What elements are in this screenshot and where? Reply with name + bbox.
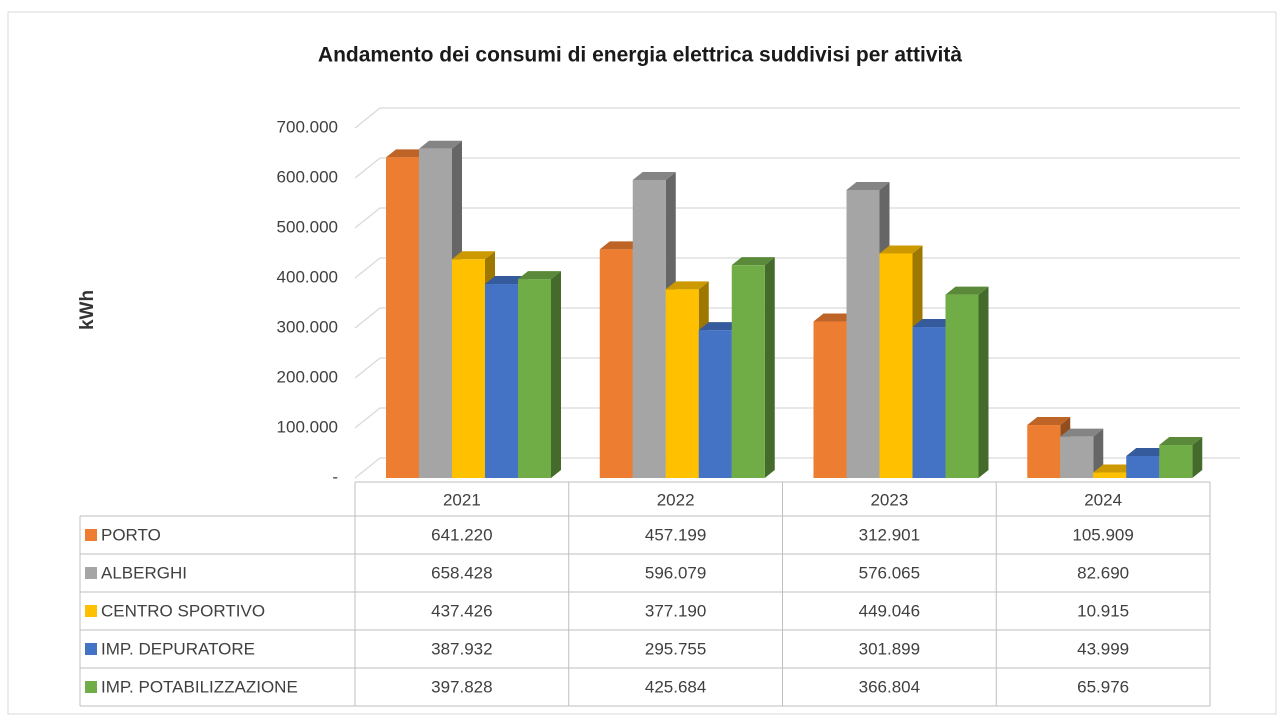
bar-top xyxy=(879,245,923,254)
table-value: 82.690 xyxy=(1077,563,1129,582)
y-tick-label: 600.000 xyxy=(277,167,338,186)
legend-label: IMP. POTABILIZZAZIONE xyxy=(101,677,298,696)
table-value: 576.065 xyxy=(859,563,920,582)
x-tick-label: 2023 xyxy=(870,490,908,509)
bar xyxy=(1060,436,1094,478)
bar-top xyxy=(1093,464,1137,473)
bar-side xyxy=(1093,428,1104,478)
bar xyxy=(419,148,452,478)
bar-side xyxy=(1192,437,1203,478)
bar-side xyxy=(978,286,989,478)
bar xyxy=(1027,425,1061,478)
bar-top xyxy=(665,281,709,290)
y-axis-label: kWh xyxy=(77,290,98,330)
table-value: 377.190 xyxy=(645,601,706,620)
bar-top xyxy=(731,257,775,266)
y-tick-label: 400.000 xyxy=(277,267,338,286)
chart-title: Andamento dei consumi di energia elettri… xyxy=(318,44,962,67)
bar xyxy=(452,259,485,478)
y-tick-label: 200.000 xyxy=(277,367,338,386)
y-tick-label: 100.000 xyxy=(277,417,338,436)
legend-key xyxy=(85,567,97,579)
bar xyxy=(1126,456,1160,478)
bar-top xyxy=(1060,428,1104,437)
legend-label: IMP. DEPURATORE xyxy=(101,639,255,658)
table-value: 295.755 xyxy=(645,639,706,658)
bar xyxy=(485,284,518,478)
bar-top xyxy=(452,251,495,260)
bar xyxy=(665,289,699,478)
bar xyxy=(386,157,419,478)
bar-top xyxy=(485,276,528,285)
y-tick-label: 700.000 xyxy=(277,117,338,136)
bar xyxy=(1093,472,1127,478)
table-value: 425.684 xyxy=(645,677,706,696)
bar xyxy=(945,294,979,478)
y-tick-label: 500.000 xyxy=(277,217,338,236)
x-tick-label: 2024 xyxy=(1084,490,1122,509)
bar-top xyxy=(1126,448,1170,457)
table-value: 658.428 xyxy=(431,563,492,582)
grid-line xyxy=(354,107,1240,129)
table-value: 641.220 xyxy=(431,525,492,544)
table-value: 449.046 xyxy=(859,601,920,620)
table-value: 457.199 xyxy=(645,525,706,544)
bar xyxy=(813,321,847,478)
bar xyxy=(698,330,732,478)
x-tick-label: 2021 xyxy=(443,490,481,509)
table-value: 312.901 xyxy=(859,525,920,544)
bar-top xyxy=(813,313,857,322)
x-tick-label: 2022 xyxy=(657,490,695,509)
table-value: 397.828 xyxy=(431,677,492,696)
table-value: 43.999 xyxy=(1077,639,1129,658)
table-value: 437.426 xyxy=(431,601,492,620)
grid-line xyxy=(354,157,1240,179)
grid-line xyxy=(354,257,1240,279)
bar-top xyxy=(599,241,643,250)
bar xyxy=(599,249,633,478)
y-tick-label: - xyxy=(332,467,338,486)
table-value: 301.899 xyxy=(859,639,920,658)
table-value: 596.079 xyxy=(645,563,706,582)
y-tick-label: 300.000 xyxy=(277,317,338,336)
table-value: 366.804 xyxy=(859,677,920,696)
bar xyxy=(912,327,946,478)
bar-top xyxy=(1159,437,1203,446)
bar xyxy=(846,189,880,478)
bar-top xyxy=(518,271,561,280)
bar-top xyxy=(632,171,676,180)
bar-side xyxy=(764,257,775,478)
bar-top xyxy=(912,319,956,328)
legend-key xyxy=(85,529,97,541)
grid-line xyxy=(354,207,1240,229)
bar xyxy=(731,265,765,478)
bar-top xyxy=(1027,417,1071,426)
bar-top xyxy=(945,286,989,295)
legend-label: CENTRO SPORTIVO xyxy=(101,601,265,620)
legend-key xyxy=(85,605,97,617)
legend-label: ALBERGHI xyxy=(101,563,187,582)
bar-top xyxy=(386,149,429,158)
bar-side xyxy=(551,271,561,478)
bar xyxy=(632,179,666,478)
bar-top xyxy=(698,322,742,331)
legend-label: PORTO xyxy=(101,525,161,544)
bar-top xyxy=(419,140,462,149)
bar-top xyxy=(846,181,890,190)
table-value: 65.976 xyxy=(1077,677,1129,696)
table-value: 387.932 xyxy=(431,639,492,658)
table-value: 10.915 xyxy=(1077,601,1129,620)
table-value: 105.909 xyxy=(1072,525,1133,544)
bar xyxy=(1159,445,1193,478)
legend-key xyxy=(85,681,97,693)
bar xyxy=(518,279,551,478)
bar xyxy=(879,253,913,478)
legend-key xyxy=(85,643,97,655)
